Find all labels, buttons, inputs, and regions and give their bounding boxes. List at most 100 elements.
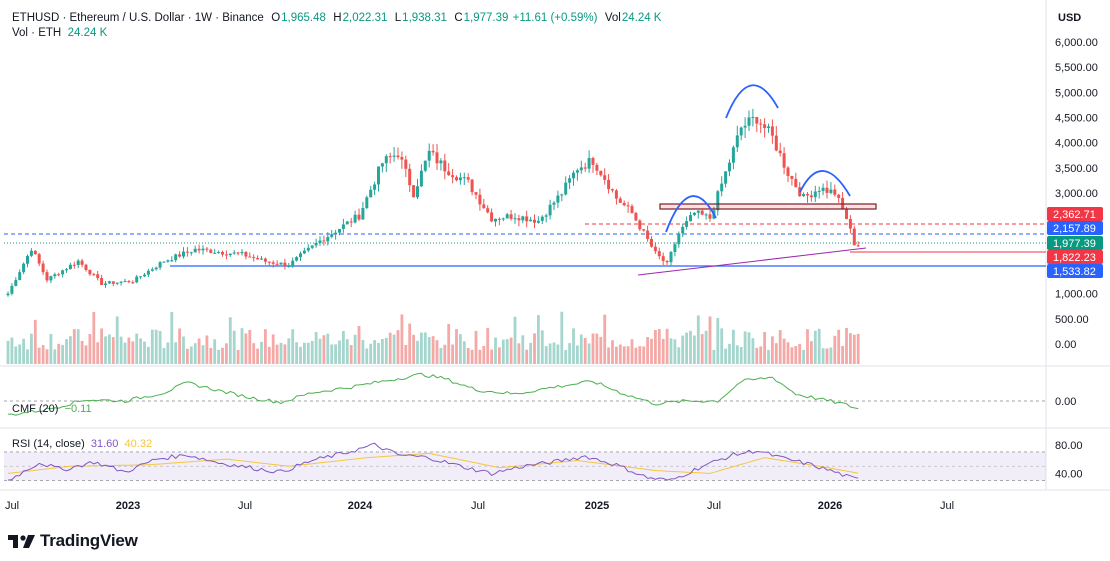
tradingview-logo-icon (8, 533, 36, 549)
candle-body (357, 214, 361, 220)
volume-bar (373, 340, 376, 364)
volume-bar (178, 328, 181, 364)
candle-body (185, 251, 189, 253)
volume-bar (279, 342, 283, 364)
volume-bar (482, 345, 486, 364)
volume-bar (696, 315, 700, 364)
price-badge-label: 1,533.82 (1053, 266, 1096, 278)
candle-body (240, 251, 244, 254)
volume-bar (498, 347, 501, 364)
volume-series-label[interactable]: Vol · ETH (12, 27, 62, 39)
volume-bar (517, 343, 521, 364)
candle-body (595, 164, 599, 171)
volume-bar (544, 346, 548, 364)
volume-bar (96, 342, 100, 364)
candle-body (806, 194, 809, 196)
volume-bar (45, 349, 49, 364)
candle-body (369, 189, 373, 198)
volume-bar (650, 338, 653, 364)
candle-body (497, 218, 501, 220)
volume-bar (474, 330, 478, 364)
volume-bar (384, 337, 388, 364)
candle-body (708, 214, 712, 219)
candle-body (751, 117, 755, 119)
candle-body (638, 220, 642, 230)
volume-bar (677, 347, 681, 364)
candle-body (470, 179, 474, 193)
candle-body (314, 242, 318, 246)
candle-body (283, 262, 287, 267)
tradingview-logo[interactable]: TradingView (8, 531, 138, 551)
candle-body (560, 194, 564, 196)
candle-body (22, 263, 26, 273)
symbol-title[interactable]: ETHUSD · Ethereum / U.S. Dollar · 1W · B… (12, 12, 264, 24)
volume-legend: Vol · ETH 24.24 K (12, 27, 107, 39)
volume-bar (494, 337, 497, 364)
candle-body (845, 208, 848, 219)
volume-bar (72, 329, 76, 364)
volume-bar (431, 336, 435, 364)
candle-body (673, 244, 677, 252)
candle-body (536, 220, 540, 223)
candle-body (443, 160, 447, 172)
candle-body (724, 171, 728, 184)
price-badge-label: 1,977.39 (1053, 238, 1096, 250)
candle-body (482, 204, 486, 209)
candle-body (318, 240, 322, 243)
volume-bar (84, 345, 88, 364)
candle-body (146, 270, 150, 275)
volume-bar (712, 349, 716, 364)
volume-bar (420, 332, 423, 364)
candle-body (377, 166, 380, 185)
price-tick-label: 500.00 (1055, 314, 1089, 326)
candle-body (209, 249, 213, 253)
candle-body (435, 152, 439, 164)
candle-body (217, 252, 221, 254)
rsi-tick-label: 40.00 (1055, 468, 1083, 480)
currency-label[interactable]: USD (1058, 12, 1082, 24)
candle-body (197, 248, 201, 251)
rsi-label[interactable]: RSI (14, close) (12, 438, 85, 450)
candle-body (821, 187, 825, 191)
volume-bar (661, 338, 665, 364)
cmf-label[interactable]: CMF (20) (12, 403, 59, 415)
candle-body (525, 216, 529, 222)
candle-body (10, 285, 14, 294)
volume-bar (735, 345, 739, 364)
volume-bar (213, 339, 217, 364)
price-badge-label: 2,157.89 (1053, 223, 1096, 235)
candle-body (26, 255, 29, 264)
candle-body (802, 194, 806, 197)
volume-bar (287, 338, 291, 364)
candle-body (299, 253, 302, 258)
volume-bar (76, 329, 80, 364)
candle-body (412, 185, 416, 198)
volume-bar (14, 346, 18, 364)
candle-body (6, 293, 10, 296)
volume-bar (852, 334, 856, 364)
candle-body (14, 280, 18, 286)
volume-bar (119, 336, 123, 364)
candle-body (731, 147, 735, 163)
candle-body (57, 274, 61, 276)
candle-body (614, 190, 618, 199)
rsi-legend: RSI (14, close) 31.60 40.32 (12, 438, 152, 450)
candle-body (677, 233, 681, 245)
candle-body (392, 155, 396, 157)
volume-bar (443, 344, 447, 364)
neckline-box (659, 203, 877, 210)
candle-body (767, 126, 770, 128)
candle-body (572, 172, 575, 179)
candle-body (236, 252, 240, 254)
candle-body (408, 168, 412, 186)
candle-body (564, 182, 568, 195)
candle-body (478, 194, 482, 205)
candle-body (345, 221, 349, 225)
volume-bar (642, 346, 646, 364)
candle-body (115, 282, 119, 284)
ohlc-header: ETHUSD · Ethereum / U.S. Dollar · 1W · B… (12, 12, 662, 24)
volume-bar (205, 335, 209, 364)
candle-body (466, 177, 470, 180)
open-value: 1,965.48 (281, 12, 326, 24)
